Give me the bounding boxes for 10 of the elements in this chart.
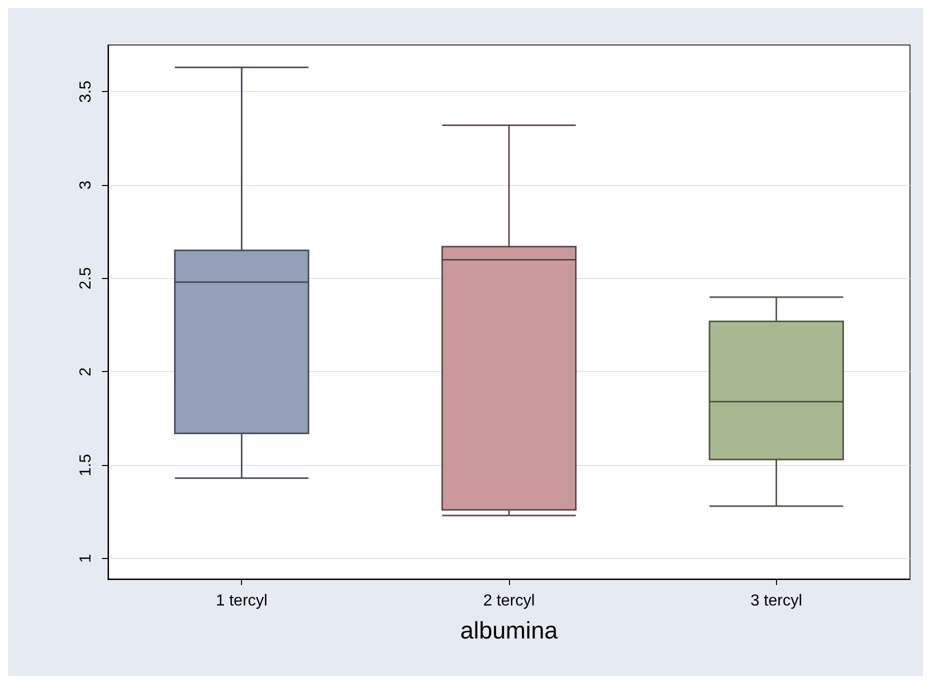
- x-tick-label: 3 tercyl: [750, 592, 802, 610]
- y-tick-label: 1: [78, 554, 94, 563]
- y-tick-label: 2: [78, 367, 94, 376]
- y-tick-label: 2.5: [78, 267, 94, 290]
- y-tick-label: 1.5: [78, 454, 94, 476]
- y-tick-label: 3.5: [78, 80, 94, 103]
- x-axis-title: albumina: [460, 618, 558, 644]
- x-tick-label: 2 tercyl: [483, 592, 535, 610]
- x-tick-label: 1 tercyl: [216, 592, 268, 610]
- y-tick-label: 3: [78, 180, 94, 190]
